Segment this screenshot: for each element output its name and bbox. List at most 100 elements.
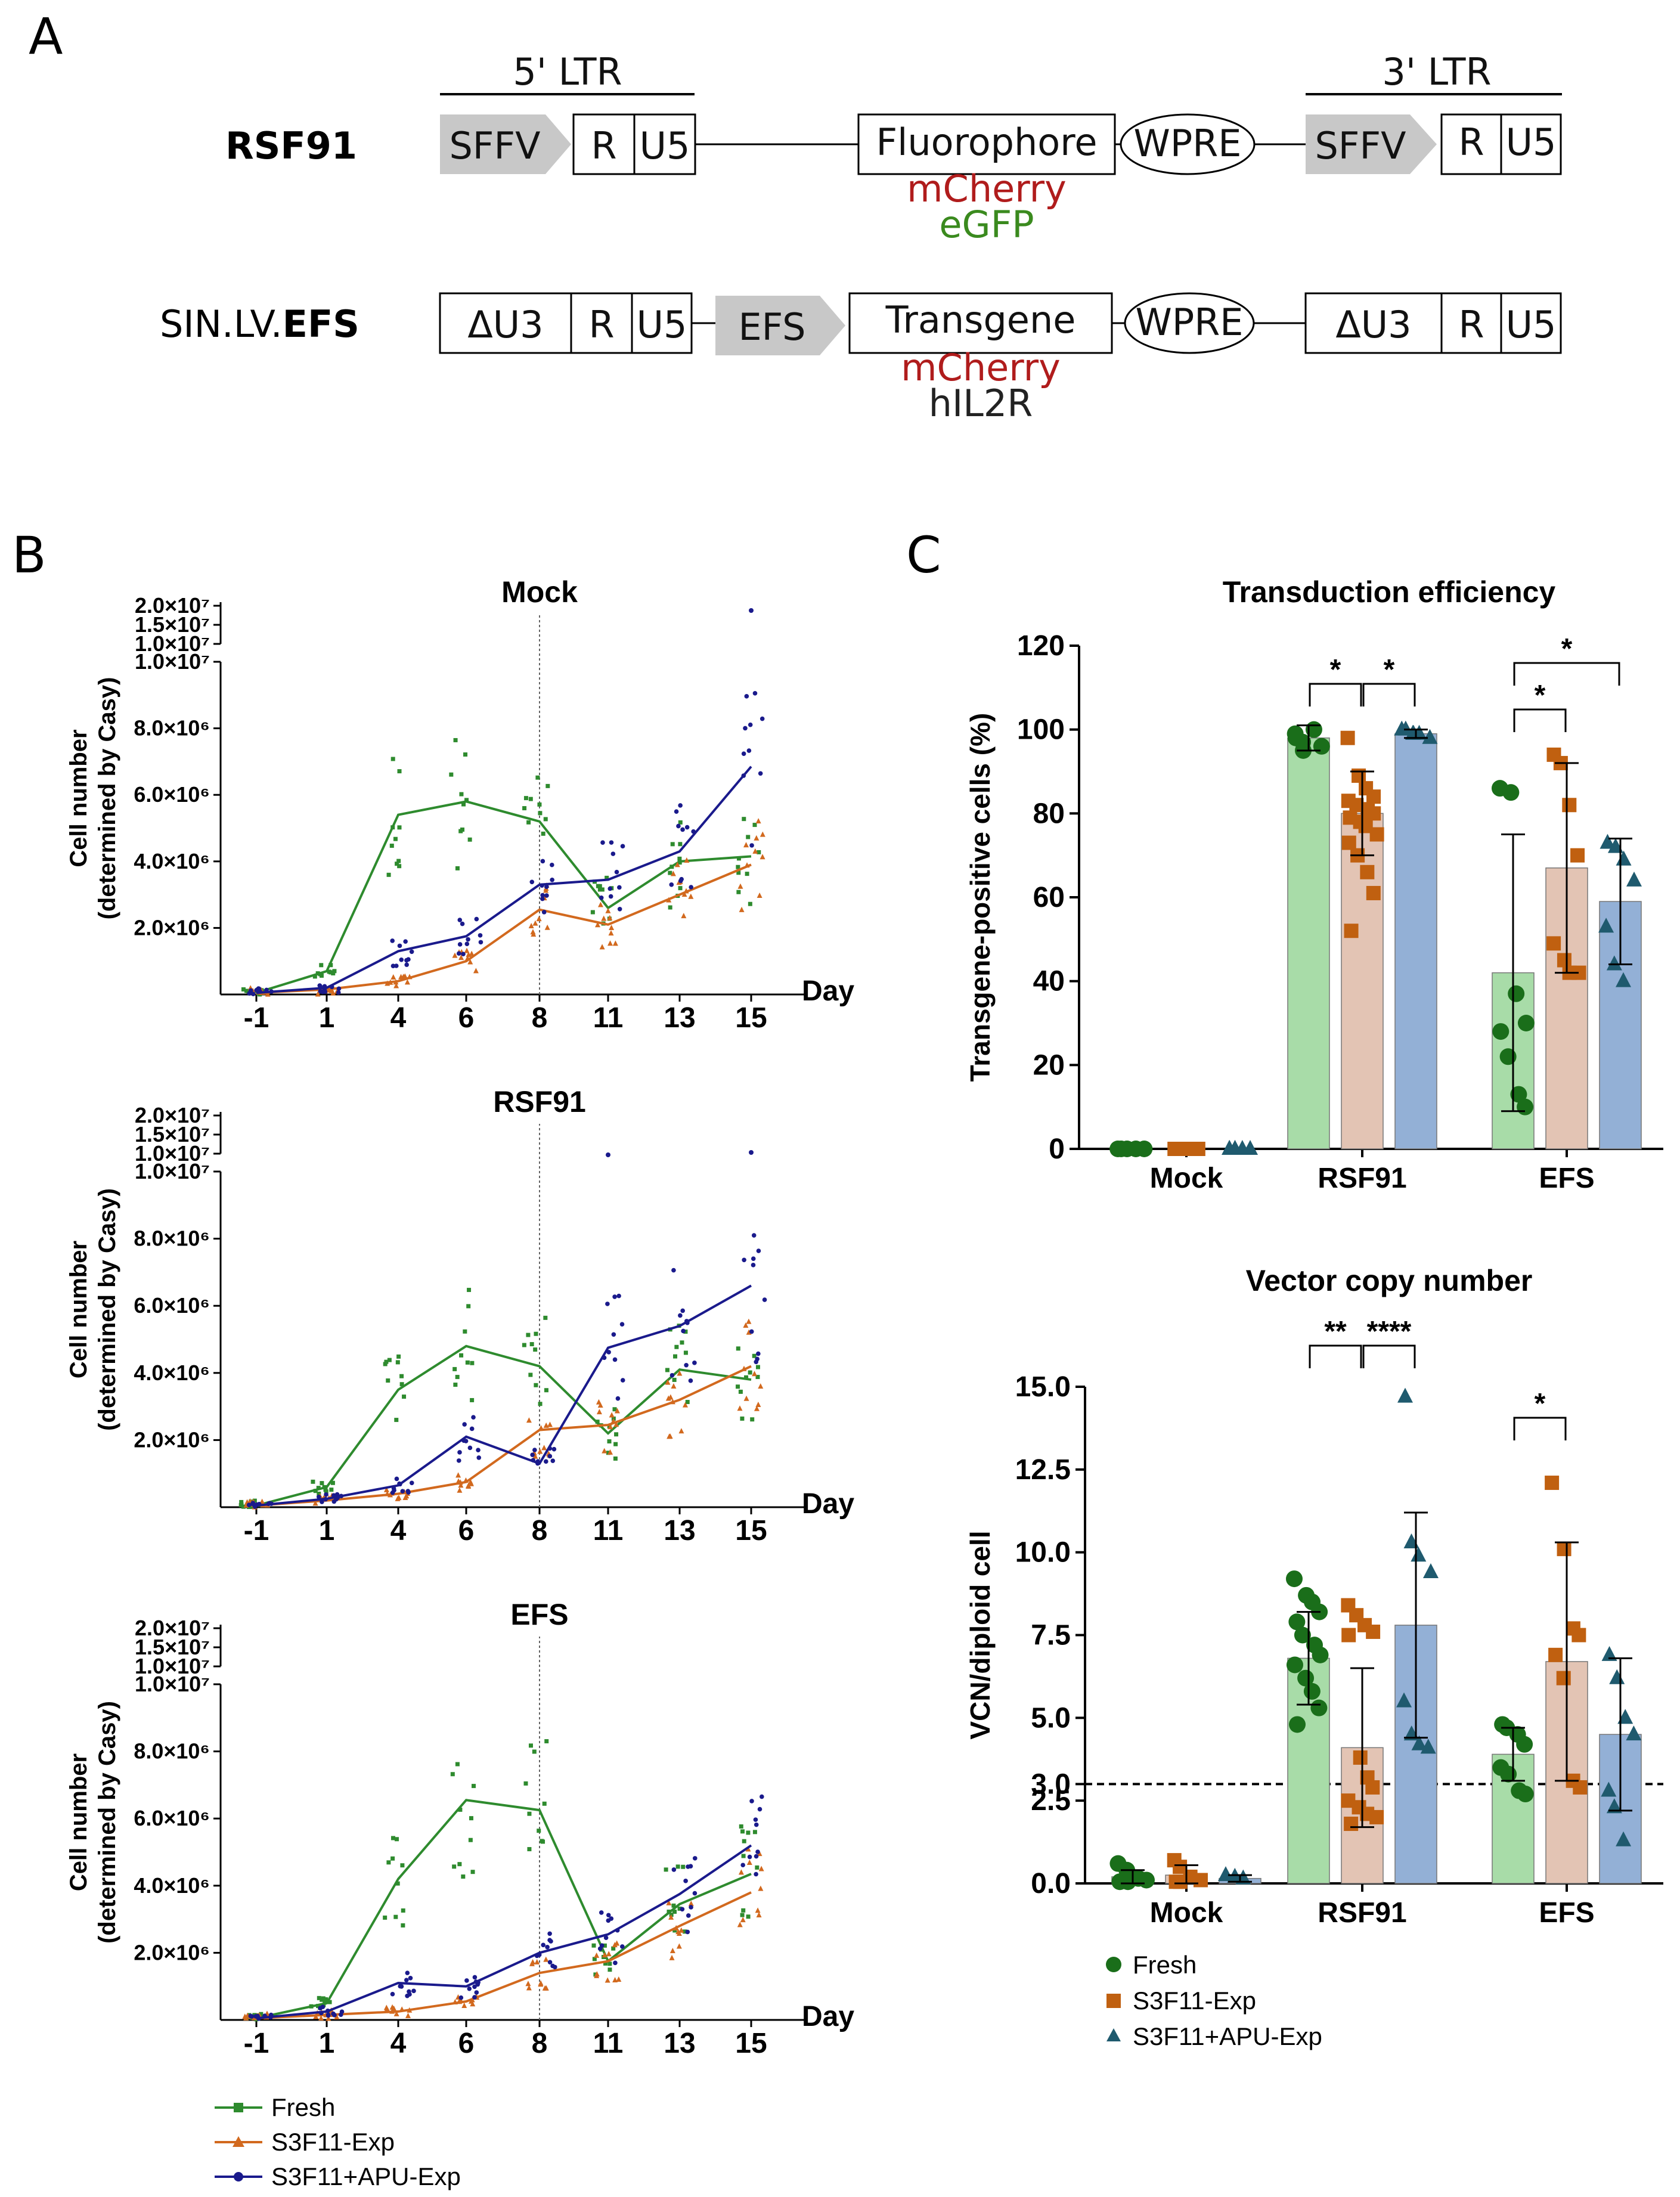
data-point bbox=[528, 1743, 533, 1748]
data-point bbox=[742, 1257, 746, 1263]
data-point bbox=[452, 952, 458, 958]
data-point bbox=[678, 878, 683, 884]
data-point bbox=[458, 1807, 463, 1812]
data-point bbox=[386, 872, 391, 877]
data-point bbox=[452, 1864, 457, 1869]
y-tick-label: 8.0×10⁶ bbox=[134, 1226, 210, 1251]
y-tick-label: 80 bbox=[1033, 798, 1065, 829]
data-point bbox=[669, 1947, 675, 1953]
data-point bbox=[405, 2013, 411, 2019]
data-point bbox=[251, 991, 256, 997]
data-point bbox=[678, 1927, 684, 1933]
data-point bbox=[315, 991, 321, 997]
data-point bbox=[547, 1421, 553, 1427]
x-tick-label: 11 bbox=[593, 2028, 624, 2059]
data-point bbox=[752, 691, 758, 696]
data-point bbox=[617, 885, 622, 890]
y-tick-label: 40 bbox=[1033, 966, 1065, 997]
data-point bbox=[683, 1929, 687, 1934]
data-point bbox=[1556, 1671, 1571, 1685]
data-point bbox=[541, 1445, 547, 1451]
data-point bbox=[478, 940, 483, 945]
data-point bbox=[464, 947, 470, 953]
data-point bbox=[455, 1472, 461, 1478]
data-point bbox=[597, 901, 603, 907]
data-point bbox=[453, 738, 458, 742]
data-point bbox=[737, 1922, 743, 1928]
data-point bbox=[449, 772, 454, 777]
legend-label: Fresh bbox=[271, 2093, 335, 2121]
data-point bbox=[542, 1801, 547, 1806]
data-point bbox=[1422, 1563, 1439, 1578]
u5-label: U5 bbox=[640, 124, 690, 168]
construct-efs: SIN.LV.EFS ΔU3 R U5 EFS Transgene WPRE Δ… bbox=[160, 292, 1562, 425]
data-point bbox=[336, 986, 342, 991]
data-point bbox=[740, 1416, 745, 1421]
data-point bbox=[611, 1946, 616, 1951]
data-point bbox=[758, 771, 763, 776]
data-point bbox=[610, 851, 616, 856]
data-point bbox=[552, 1964, 557, 1970]
u5-label: U5 bbox=[1506, 303, 1557, 346]
sffv-promoter-arrow bbox=[440, 114, 571, 174]
data-point bbox=[1138, 1871, 1155, 1889]
data-point bbox=[680, 1907, 685, 1912]
data-point bbox=[751, 1256, 756, 1262]
data-point bbox=[455, 866, 460, 870]
significance-bracket bbox=[1362, 683, 1416, 706]
data-point bbox=[617, 906, 622, 912]
data-point bbox=[538, 1402, 543, 1406]
data-point bbox=[1167, 1142, 1182, 1156]
data-point bbox=[259, 2012, 264, 2016]
data-point bbox=[670, 870, 676, 876]
data-point bbox=[1411, 1547, 1427, 1562]
data-point bbox=[541, 1942, 546, 1948]
data-point bbox=[1360, 864, 1375, 879]
data-point bbox=[677, 1370, 683, 1376]
data-point bbox=[522, 1343, 526, 1347]
data-point bbox=[744, 1375, 749, 1380]
data-point bbox=[751, 1263, 756, 1268]
data-point bbox=[760, 1794, 764, 1799]
data-point bbox=[671, 1383, 677, 1389]
series-fresh bbox=[244, 1739, 760, 2022]
data-point bbox=[680, 1308, 685, 1313]
delta-u3-label: ΔU3 bbox=[1335, 303, 1411, 346]
data-point bbox=[327, 2000, 332, 2004]
data-point bbox=[464, 798, 469, 802]
x-tick-label: 8 bbox=[532, 2028, 548, 2059]
data-point bbox=[664, 1867, 668, 1872]
x-tick-label: 8 bbox=[532, 1515, 548, 1547]
data-point bbox=[673, 1354, 678, 1359]
data-point bbox=[689, 885, 693, 890]
data-point bbox=[455, 1762, 460, 1767]
panel-b-legend: Fresh S3F11-Exp S3F11+APU-Exp bbox=[215, 2093, 461, 2190]
legend-item-s3f11: S3F11-Exp bbox=[1106, 1987, 1256, 2015]
panel-a-letter: A bbox=[29, 7, 63, 66]
data-point bbox=[393, 1914, 398, 1919]
data-point bbox=[550, 1458, 556, 1463]
significance-label: * bbox=[1561, 633, 1573, 665]
data-point bbox=[544, 893, 549, 898]
data-point bbox=[1341, 835, 1356, 850]
data-point bbox=[743, 842, 749, 848]
y-tick-label: 120 bbox=[1017, 630, 1065, 662]
data-point bbox=[605, 875, 609, 880]
data-point bbox=[453, 1383, 458, 1387]
legend-circle-marker bbox=[234, 2172, 243, 2181]
data-point bbox=[756, 1248, 761, 1253]
efs-promoter-arrow bbox=[715, 296, 845, 355]
data-point bbox=[597, 1402, 603, 1408]
data-point bbox=[669, 882, 674, 887]
legend-label: S3F11-Exp bbox=[1133, 1987, 1256, 2015]
data-point bbox=[320, 1481, 324, 1486]
data-point bbox=[525, 1981, 531, 1987]
data-point bbox=[1369, 827, 1384, 842]
data-point bbox=[467, 1445, 473, 1451]
data-point bbox=[1227, 1140, 1243, 1155]
significance-brackets: * * * * bbox=[1309, 633, 1620, 732]
series-line bbox=[256, 1891, 752, 2020]
data-point bbox=[1545, 1476, 1560, 1491]
data-point bbox=[736, 856, 741, 861]
data-point bbox=[393, 983, 399, 989]
